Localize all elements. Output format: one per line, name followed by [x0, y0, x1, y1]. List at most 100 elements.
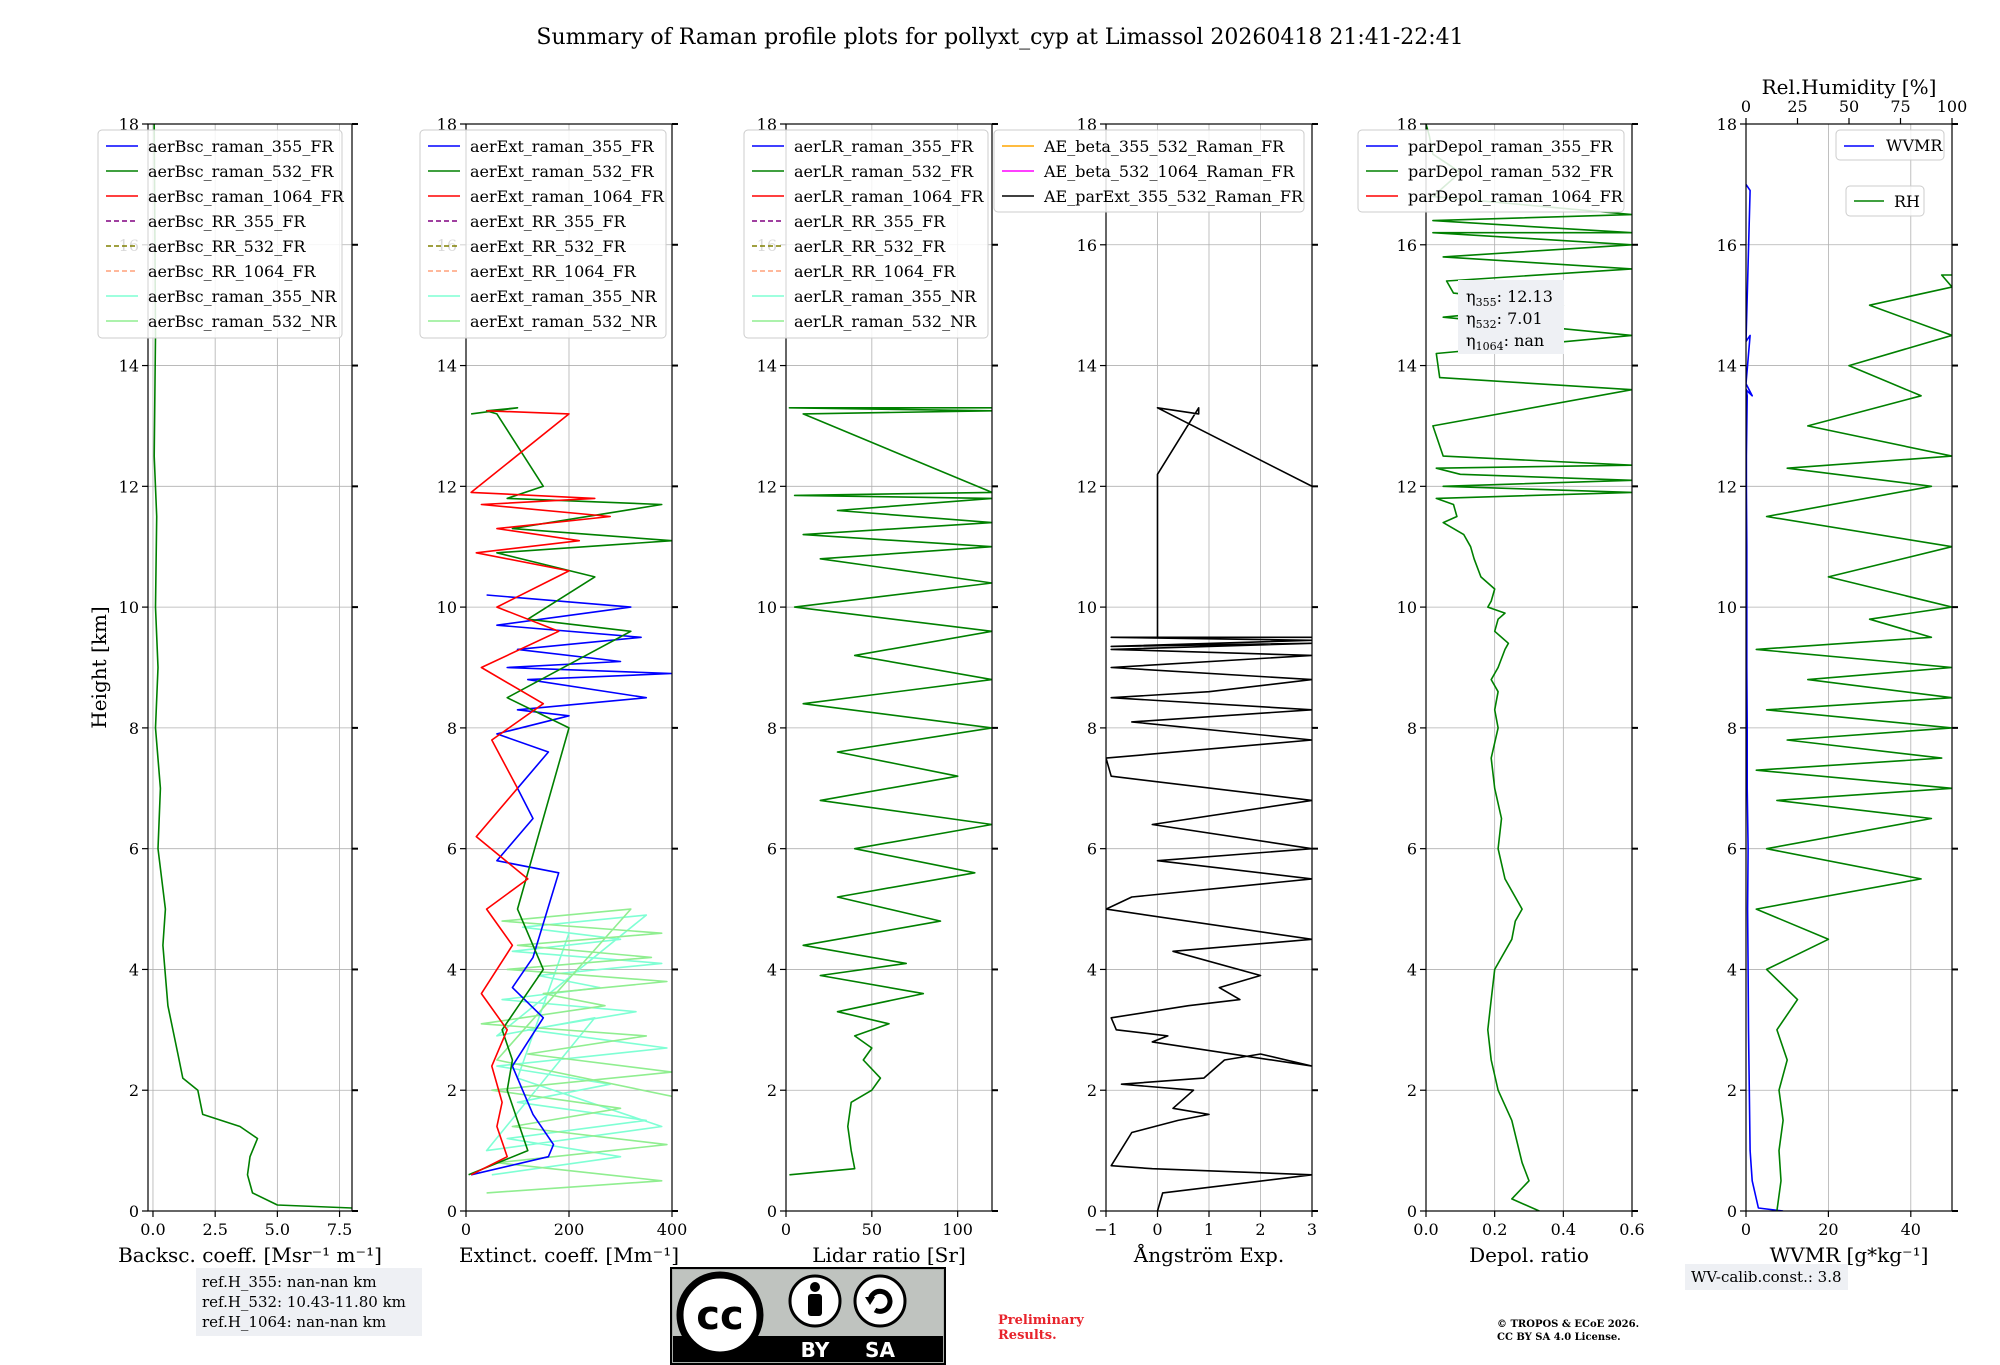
- preliminary-line-2: Results.: [998, 1328, 1057, 1343]
- y-tick-label: 14: [1397, 357, 1417, 376]
- legend-label: RH: [1894, 192, 1920, 211]
- y-tick-label: 8: [1087, 719, 1097, 738]
- top-x-tick-label: 100: [1937, 97, 1968, 116]
- x-tick-label: 0.0: [1413, 1220, 1438, 1239]
- legend: parDepol_raman_355_FR parDepol_raman_532_…: [1357, 129, 1625, 213]
- preliminary-line-1: Preliminary: [998, 1313, 1084, 1328]
- panel-lr: 050100024681012141618Lidar ratio [Sr]aer…: [743, 115, 998, 1267]
- series-aerBsc_raman_532_FR: [153, 124, 352, 1209]
- legend-label: aerLR_raman_355_NR: [794, 287, 977, 306]
- panel-wv: 0 20 40 0 2 4 6 8 10 12 14 16 18 WVMR [g*kg⁻¹] 0 25 50 75…: [1717, 75, 1968, 1267]
- panels: 0.02.55.07.5024681012141618Backsc. coeff…: [87, 75, 1967, 1267]
- x-tick-label: 0.2: [1482, 1220, 1507, 1239]
- y-tick-label: 4: [1087, 960, 1097, 979]
- wv-calib-box: WV-calib.const.: 3.8: [1685, 1264, 1848, 1290]
- legend-label: WVMR: [1886, 136, 1943, 155]
- legend: AE_beta_355_532_Raman_FR AE_beta_532_1064…: [993, 129, 1305, 213]
- axes-frame: [1425, 123, 1633, 1212]
- x-tick-label: 1: [1204, 1220, 1214, 1239]
- x-tick-label: 2: [1255, 1220, 1265, 1239]
- x-axis-label: WVMR [g*kg⁻¹]: [1770, 1243, 1929, 1267]
- legend-label: aerBsc_raman_355_FR: [148, 137, 334, 156]
- ref-h-355: ref.H_355: nan-nan km: [202, 1273, 377, 1291]
- legend-label: aerExt_raman_355_FR: [470, 137, 655, 156]
- x-tick-label: 0: [1152, 1220, 1162, 1239]
- legend-box: [1845, 185, 1925, 217]
- y-tick-label: 18: [437, 115, 457, 134]
- eta-line: η355: 12.13: [1466, 287, 1553, 309]
- x-tick-label: 0: [1741, 1220, 1751, 1239]
- series-parDepol_raman_532_FR: [1426, 124, 1632, 1211]
- y-tick-label: 10: [437, 598, 457, 617]
- eta-line: η532: 7.01: [1466, 309, 1543, 331]
- panel-depol: 0.0 0.2 0.4 0.6 0 2 4 6 8 10 12 14 16 18 Depol. ratio p…: [1357, 115, 1645, 1267]
- y-tick-label: 14: [1717, 357, 1737, 376]
- copyright-line-2: CC BY SA 4.0 License.: [1497, 1332, 1621, 1343]
- y-tick-label: 12: [119, 477, 139, 496]
- series-aerExt_raman_532_NR: [480, 908, 672, 1194]
- legend-label: aerLR_raman_532_FR: [794, 162, 974, 181]
- eta-subscript: 355: [1476, 296, 1497, 309]
- panel-bsc: 0.02.55.07.5024681012141618Backsc. coeff…: [87, 115, 382, 1267]
- x-tick-label: 0.0: [140, 1220, 165, 1239]
- eta-value: : 7.01: [1497, 309, 1543, 328]
- y-tick-label: 4: [767, 960, 777, 979]
- legend-label: aerBsc_raman_355_NR: [148, 287, 337, 306]
- legend: aerLR_raman_355_FR aerLR_raman_532_FR aerL…: [743, 129, 989, 339]
- x-axis-label: Ångström Exp.: [1133, 1242, 1284, 1267]
- x-tick-label: 100: [942, 1220, 973, 1239]
- eta-subscript: 1064: [1476, 340, 1504, 353]
- x-tick-label: 3: [1307, 1220, 1317, 1239]
- y-tick-label: 12: [757, 477, 777, 496]
- x-tick-label: 50: [862, 1220, 882, 1239]
- ref-h-1064: ref.H_1064: nan-nan km: [202, 1313, 387, 1331]
- y-axis-label: Height [km]: [87, 606, 111, 728]
- axes-frame: [147, 123, 353, 1212]
- y-tick-label: 6: [1407, 840, 1417, 859]
- series-RH: [1755, 274, 1952, 1211]
- legend: aerExt_raman_355_FR aerExt_raman_532_FRae…: [419, 129, 667, 339]
- y-tick-label: 0: [767, 1202, 777, 1221]
- legend-label: aerLR_raman_1064_FR: [794, 187, 984, 206]
- y-tick-label: 2: [129, 1081, 139, 1100]
- x-tick-label: 200: [554, 1220, 585, 1239]
- legend-label: aerExt_RR_355_FR: [470, 212, 627, 231]
- x-axis-label: Depol. ratio: [1469, 1243, 1589, 1267]
- y-tick-label: 12: [1717, 477, 1737, 496]
- y-tick-label: 12: [437, 477, 457, 496]
- x-tick-label: 0.6: [1619, 1220, 1644, 1239]
- legend-label: aerBsc_raman_532_NR: [148, 312, 337, 331]
- y-tick-label: 6: [129, 840, 139, 859]
- x-tick-label: −1: [1094, 1220, 1118, 1239]
- y-tick-label: 4: [129, 960, 139, 979]
- y-tick-label: 18: [757, 115, 777, 134]
- reference-height-box: ref.H_355: nan-nan km ref.H_532: 10.43-1…: [196, 1268, 422, 1336]
- legend-box: [1835, 129, 1945, 161]
- y-tick-label: 14: [437, 357, 457, 376]
- eta-symbol: η: [1466, 287, 1476, 306]
- y-tick-label: 2: [447, 1081, 457, 1100]
- legend-label: aerBsc_raman_1064_FR: [148, 187, 345, 206]
- y-tick-label: 18: [1717, 115, 1737, 134]
- y-tick-label: 2: [1087, 1081, 1097, 1100]
- legend-box: [1357, 129, 1625, 213]
- legend-label: aerLR_raman_355_FR: [794, 137, 974, 156]
- legend-label: parDepol_raman_532_FR: [1408, 162, 1614, 181]
- y-tick-label: 18: [1397, 115, 1417, 134]
- cc-by-sa-icon: cc BY SA: [670, 1267, 946, 1365]
- legend-label: aerBsc_raman_532_FR: [148, 162, 334, 181]
- series-aerLR_raman_532_FR: [788, 406, 992, 1176]
- y-tick-label: 10: [119, 598, 139, 617]
- cc-text: cc: [696, 1293, 743, 1339]
- y-tick-label: 2: [1407, 1081, 1417, 1100]
- x-tick-label: 0: [781, 1220, 791, 1239]
- legend: WVMR RH: [1835, 129, 1945, 217]
- x-tick-label: 40: [1901, 1220, 1921, 1239]
- y-tick-label: 2: [1727, 1081, 1737, 1100]
- figure-title: Summary of Raman profile plots for polly…: [536, 25, 1463, 50]
- y-tick-label: 14: [1077, 357, 1097, 376]
- legend-label: aerBsc_RR_1064_FR: [148, 262, 317, 281]
- series-AE_parExt_355_532_Raman_FR: [1106, 406, 1312, 1211]
